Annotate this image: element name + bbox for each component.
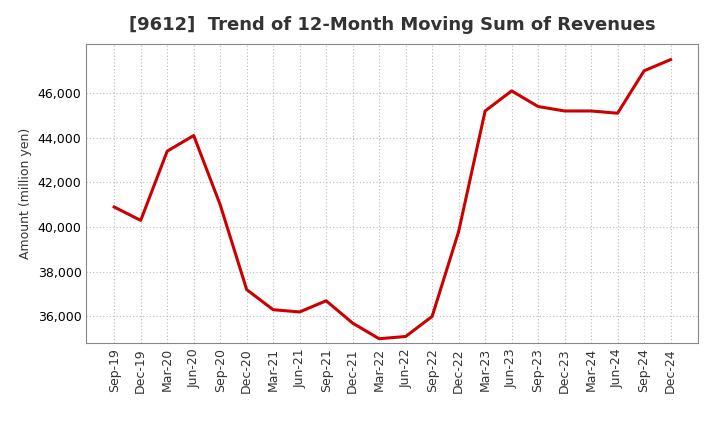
Title: [9612]  Trend of 12-Month Moving Sum of Revenues: [9612] Trend of 12-Month Moving Sum of R… [129,16,656,34]
Y-axis label: Amount (million yen): Amount (million yen) [19,128,32,259]
